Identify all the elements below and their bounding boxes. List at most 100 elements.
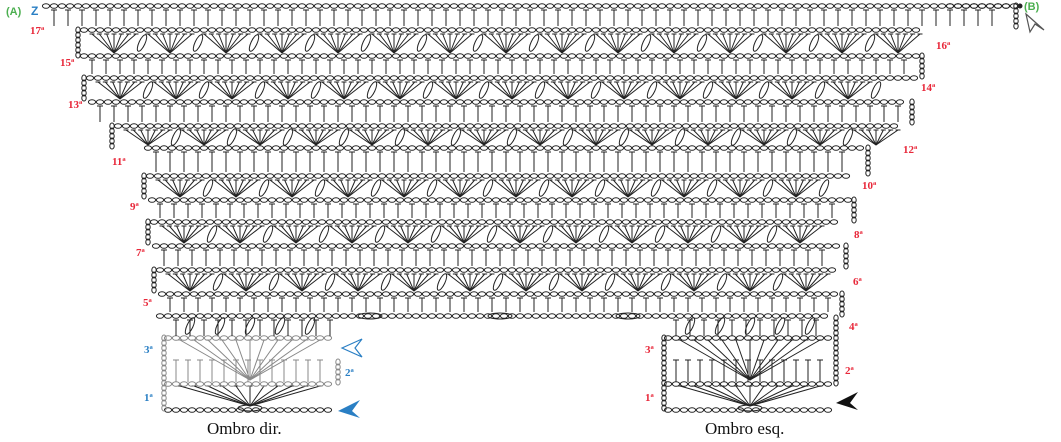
chain-stitch — [823, 145, 833, 151]
chain-stitch — [431, 145, 441, 151]
chain-stitch — [841, 3, 851, 9]
chain-stitch — [621, 75, 631, 81]
fan-stitch — [398, 273, 415, 292]
chain-stitch — [783, 407, 793, 413]
chain-stitch — [121, 3, 131, 9]
chain-stitch — [527, 145, 537, 151]
chain-stitch — [511, 99, 521, 105]
chain-stitch — [525, 75, 535, 81]
chain-stitch — [231, 53, 241, 59]
fan-stitch — [683, 179, 692, 198]
chain-stitch — [719, 99, 729, 105]
fan-stitch — [608, 81, 625, 100]
fan-stitch — [455, 81, 472, 100]
fan-stitch — [357, 273, 381, 292]
chain-stitch — [193, 173, 203, 179]
fan-stitch — [795, 179, 812, 198]
turning-chain — [839, 300, 845, 308]
turning-chain — [661, 404, 667, 412]
fan-stitch — [371, 129, 380, 146]
chain-stitch — [563, 197, 573, 203]
chain-stitch — [769, 173, 779, 179]
chain-stitch — [571, 313, 581, 319]
row-label-5: 5ª — [143, 297, 153, 309]
fan-stitch — [132, 129, 149, 146]
chain-stitch — [761, 173, 771, 179]
chain-stitch — [321, 3, 331, 9]
chain-stitch — [205, 219, 215, 225]
chain-stitch — [619, 197, 629, 203]
chain-stitch — [743, 243, 753, 249]
fan-stitch — [329, 225, 353, 244]
chain-stitch — [483, 267, 493, 273]
chain-stitch — [291, 407, 301, 413]
fan-stitch — [637, 273, 646, 292]
fan-stitch — [244, 129, 261, 146]
fan-stitch — [336, 225, 353, 244]
fan-stitch — [343, 81, 352, 100]
fan-stitch — [539, 129, 563, 146]
chain-stitch — [423, 99, 433, 105]
chain-stitch — [363, 197, 373, 203]
fan-stitch — [749, 273, 758, 292]
chain-stitch — [663, 27, 673, 33]
chain-stitch — [549, 291, 559, 297]
chain-stitch — [245, 219, 255, 225]
chain-stitch — [687, 145, 697, 151]
chain-stitch — [715, 267, 725, 273]
chain-stitch — [707, 267, 717, 273]
right-row-label-2: 2ª — [345, 367, 355, 379]
fan-stitch — [795, 179, 804, 198]
fan-stitch — [498, 33, 507, 54]
turning-chain — [919, 62, 925, 70]
fan-stitch — [897, 33, 906, 54]
chain-stitch — [337, 173, 347, 179]
fan-stitch — [511, 81, 535, 100]
chain-stitch — [655, 27, 665, 33]
chain-stitch — [639, 99, 649, 105]
chain-stitch — [261, 75, 271, 81]
chain-stitch — [711, 381, 721, 387]
chain-stitch — [271, 145, 281, 151]
chain-stitch — [871, 27, 881, 33]
chain-stitch — [699, 267, 709, 273]
fan-stitch — [651, 129, 668, 146]
chain-stitch — [279, 145, 289, 151]
fan-stitch — [231, 81, 240, 100]
fan-stitch — [125, 129, 149, 146]
chain-stitch — [529, 173, 539, 179]
chain-stitch — [833, 173, 843, 179]
fan-stitch — [617, 33, 626, 54]
chain-stitch — [691, 267, 701, 273]
fan-stitch — [749, 339, 807, 381]
chain-stitch — [735, 335, 745, 341]
chain-stitch — [361, 123, 371, 129]
chain-stitch — [241, 173, 251, 179]
chain-stitch — [655, 53, 665, 59]
chain-stitch — [395, 313, 405, 319]
shell-stitch — [548, 273, 560, 291]
chain-stitch — [677, 291, 687, 297]
chain-stitch — [711, 243, 721, 249]
chain-stitch — [127, 27, 137, 33]
fan-stitch — [679, 81, 696, 100]
fan-stitch — [463, 225, 480, 244]
fan-stitch — [469, 273, 493, 292]
chain-stitch — [293, 219, 303, 225]
chain-stitch — [775, 407, 785, 413]
chain-stitch — [451, 197, 461, 203]
chain-stitch — [415, 27, 425, 33]
chain-stitch — [259, 313, 269, 319]
chain-stitch — [781, 291, 791, 297]
chain-stitch — [483, 313, 493, 319]
chain-stitch — [315, 313, 325, 319]
chain-stitch — [277, 219, 287, 225]
chain-stitch — [613, 219, 623, 225]
chain-stitch — [607, 145, 617, 151]
marker-z: Z — [31, 4, 38, 18]
chain-stitch — [423, 53, 433, 59]
chain-stitch — [821, 291, 831, 297]
chain-stitch — [829, 291, 839, 297]
stitch-chart — [41, 2, 1019, 413]
fan-stitch — [792, 225, 801, 244]
